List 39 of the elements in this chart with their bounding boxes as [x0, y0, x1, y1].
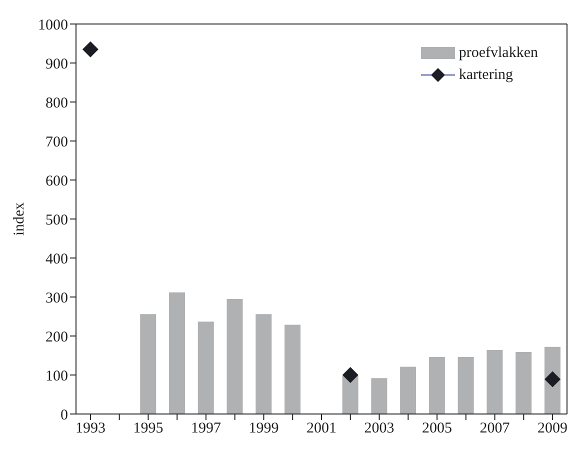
bar [198, 322, 214, 414]
legend-label: kartering [458, 66, 513, 84]
bar [226, 298, 243, 414]
x-tick-label: 1997 [190, 420, 222, 437]
y-tick-label: 1000 [38, 17, 68, 34]
point [342, 367, 358, 383]
y-axis-title: index [11, 202, 28, 236]
point [82, 41, 98, 58]
y-tick-label: 700 [46, 134, 68, 150]
point [544, 371, 561, 388]
y-tick-label: 500 [46, 212, 68, 228]
bar [284, 324, 301, 414]
x-tick-label: 2007 [480, 420, 510, 437]
y-tick-label: 600 [46, 173, 68, 190]
y-tick-label: 400 [46, 251, 68, 268]
bar [342, 376, 358, 414]
y-tick-label: 0 [60, 407, 68, 424]
bar [169, 292, 185, 414]
y-tick-label: 200 [46, 329, 68, 346]
x-tick-label: 1995 [133, 420, 164, 437]
bar [516, 352, 532, 414]
y-tick-label: 800 [46, 95, 68, 112]
bar [486, 350, 503, 414]
x-tick-label: 2005 [422, 420, 452, 437]
x-tick-label: 1999 [248, 420, 279, 437]
bar [400, 366, 416, 414]
y-tick-label: 900 [46, 56, 68, 72]
legend-label: proefvlakken [458, 44, 538, 62]
x-tick-label: 2001 [306, 420, 336, 437]
bar [428, 357, 445, 414]
x-tick-label: 2003 [364, 420, 394, 437]
bar [371, 378, 388, 414]
bar [458, 357, 474, 414]
y-tick-label: 300 [46, 290, 68, 306]
bar [140, 314, 156, 414]
bar [256, 314, 272, 414]
y-tick-label: 100 [46, 368, 68, 384]
x-tick-label: 1993 [75, 420, 106, 437]
x-tick-label: 2009 [538, 420, 568, 437]
